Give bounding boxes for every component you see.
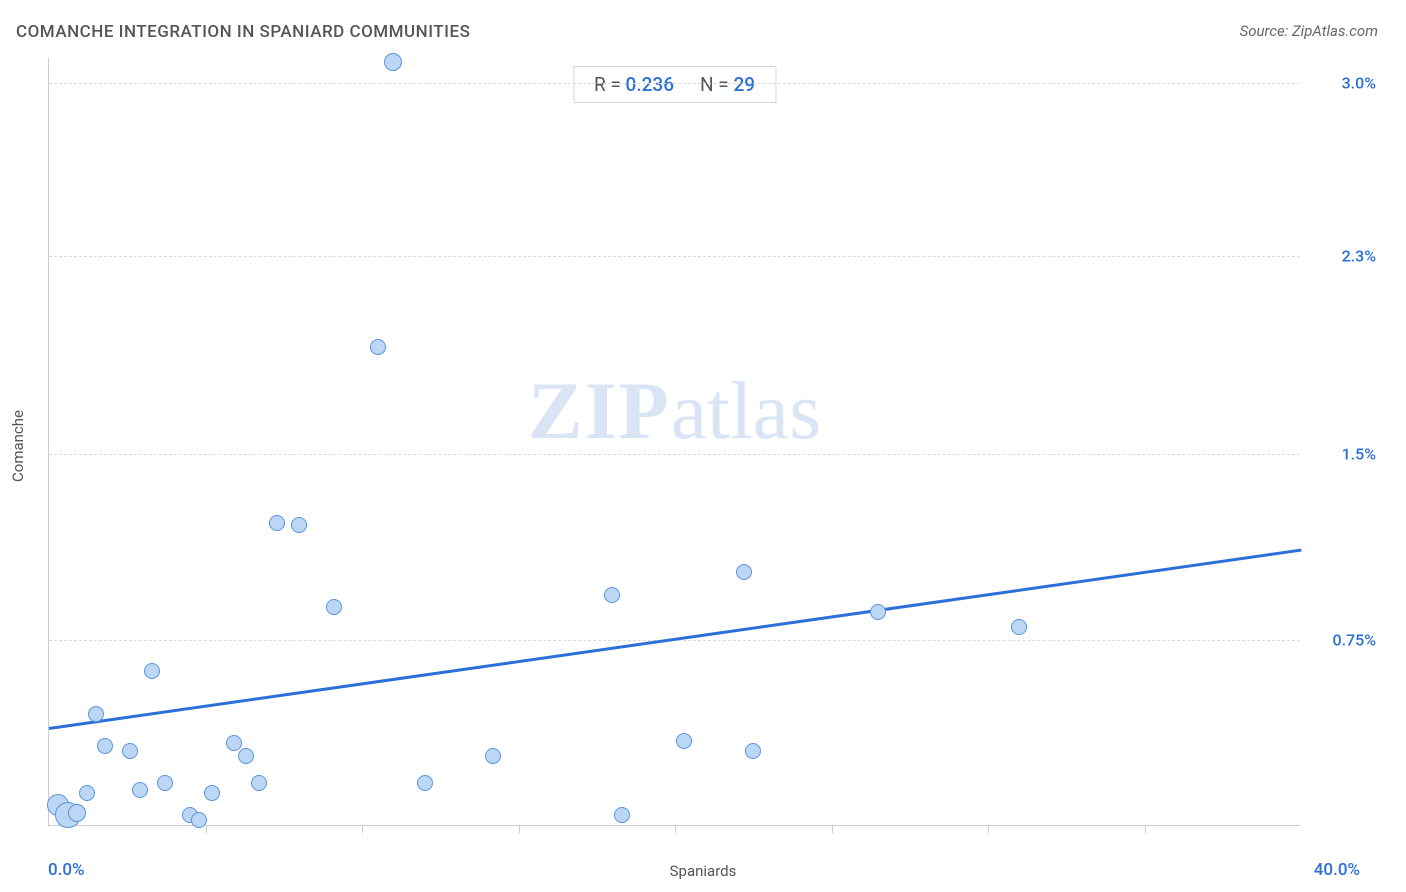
scatter-point <box>870 604 886 620</box>
y-tick-label: 2.3% <box>1342 247 1376 266</box>
x-tick <box>675 825 676 833</box>
y-tick-label: 3.0% <box>1342 73 1376 92</box>
gridline <box>49 256 1300 257</box>
stat-n: N = 29 <box>700 73 755 96</box>
scatter-point <box>132 782 148 798</box>
x-tick <box>1145 825 1146 833</box>
gridline <box>49 454 1300 455</box>
scatter-point <box>384 53 402 71</box>
scatter-point <box>269 515 285 531</box>
scatter-point <box>238 748 254 764</box>
x-tick <box>832 825 833 833</box>
x-axis-min-label: 0.0% <box>48 860 85 880</box>
x-axis-max-label: 40.0% <box>1314 860 1360 880</box>
scatter-point <box>122 743 138 759</box>
chart-title: COMANCHE INTEGRATION IN SPANIARD COMMUNI… <box>16 22 470 42</box>
scatter-point <box>79 785 95 801</box>
scatter-point <box>417 775 433 791</box>
scatter-point <box>97 738 113 754</box>
scatter-point <box>604 587 620 603</box>
y-axis-title: Comanche <box>9 410 27 482</box>
scatter-point <box>226 735 242 751</box>
scatter-point <box>745 743 761 759</box>
x-tick <box>362 825 363 833</box>
scatter-point <box>157 775 173 791</box>
scatter-point <box>1011 619 1027 635</box>
scatter-point <box>291 517 307 533</box>
scatter-point <box>485 748 501 764</box>
scatter-point <box>736 564 752 580</box>
x-tick <box>519 825 520 833</box>
gridline <box>49 83 1300 84</box>
scatter-point <box>676 733 692 749</box>
watermark: ZIPatlas <box>528 364 821 458</box>
watermark-atlas: atlas <box>671 365 821 456</box>
plot-area: ZIPatlas R = 0.236 N = 29 <box>48 58 1300 826</box>
y-tick-label: 1.5% <box>1342 445 1376 464</box>
x-axis-title: Spaniards <box>670 862 737 880</box>
watermark-zip: ZIP <box>528 365 671 456</box>
scatter-point <box>204 785 220 801</box>
x-tick <box>988 825 989 833</box>
scatter-point <box>68 804 86 822</box>
scatter-point <box>326 599 342 615</box>
scatter-point <box>88 706 104 722</box>
x-tick <box>206 825 207 833</box>
stat-r: R = 0.236 <box>594 73 674 96</box>
scatter-point <box>251 775 267 791</box>
scatter-point <box>614 807 630 823</box>
scatter-point <box>191 812 207 828</box>
scatter-point <box>144 663 160 679</box>
scatter-point <box>370 339 386 355</box>
y-tick-label: 0.75% <box>1332 631 1376 650</box>
stats-box: R = 0.236 N = 29 <box>573 66 776 103</box>
source-label: Source: ZipAtlas.com <box>1240 22 1378 40</box>
